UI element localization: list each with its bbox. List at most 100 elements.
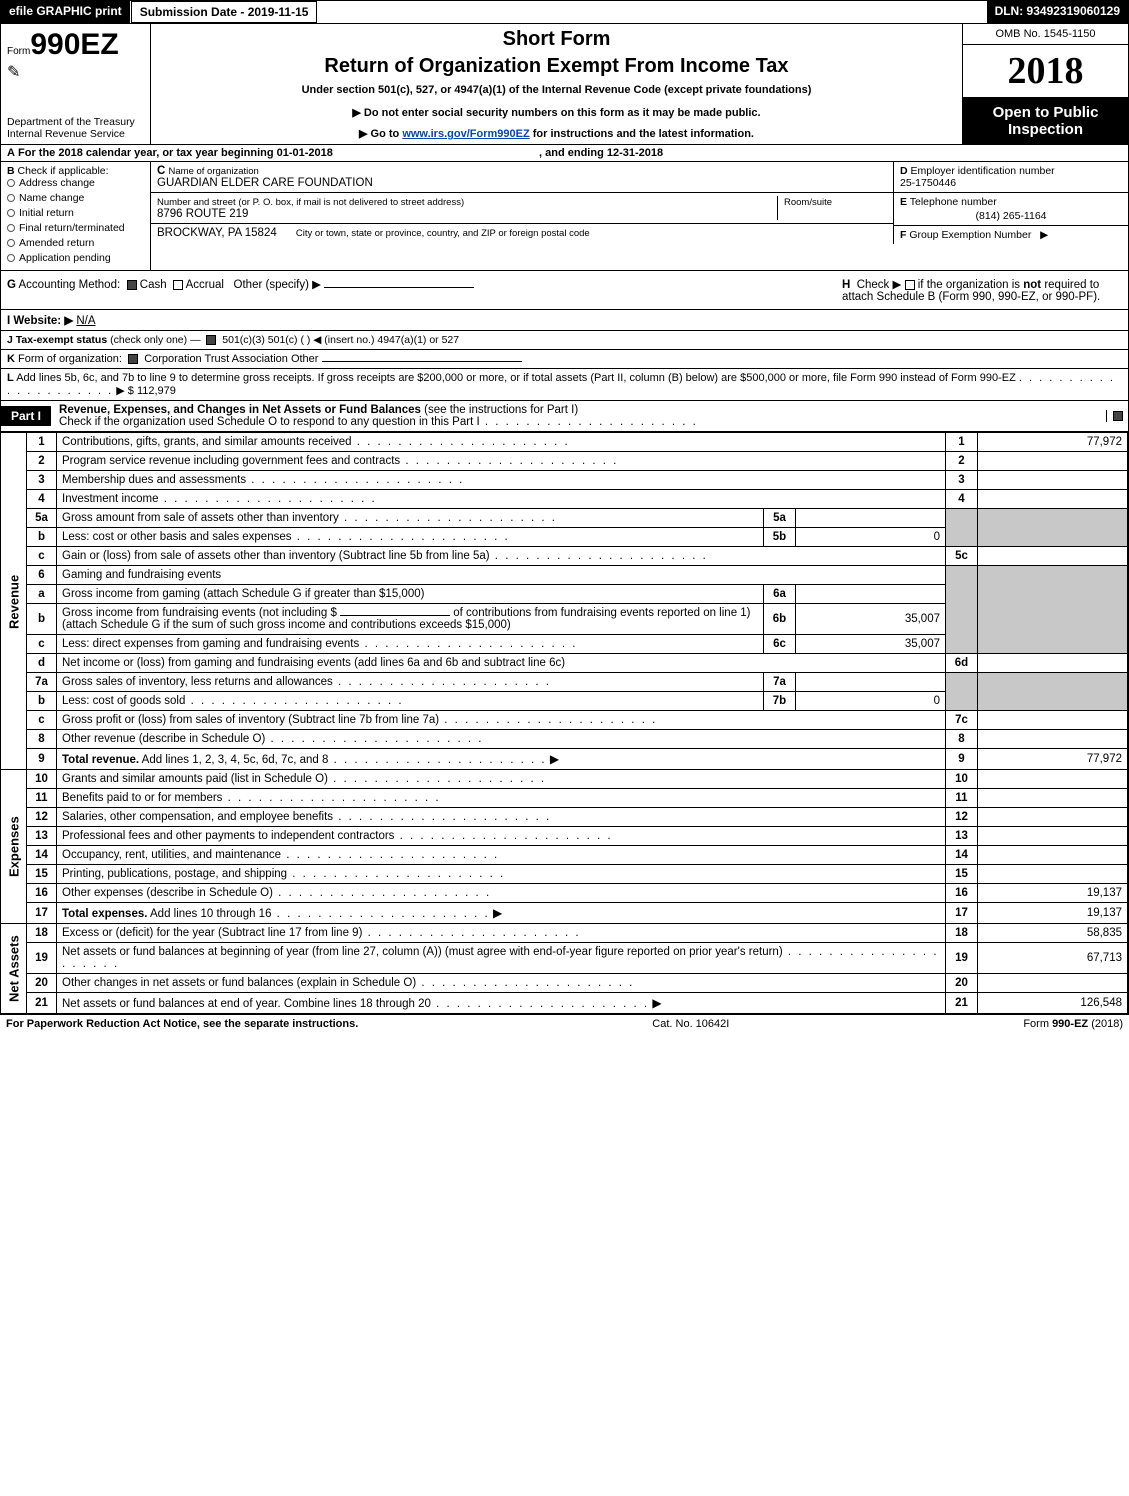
section-f: F Group Exemption Number ▶ [893,226,1128,244]
submission-date: Submission Date - 2019-11-15 [131,1,318,23]
line-4: 4 Investment income 4 [1,490,1128,509]
form-number: 990EZ [30,28,118,61]
line-14: 14 Occupancy, rent, utilities, and maint… [1,846,1128,865]
line-5a: 5a Gross amount from sale of assets othe… [1,509,1128,528]
b-label: B [7,165,15,177]
checkbox-icon[interactable] [173,280,183,290]
checkbox-icon[interactable] [7,239,15,247]
line-7c: c Gross profit or (loss) from sales of i… [1,711,1128,730]
line-a-text1: For the 2018 calendar year, or tax year … [18,147,333,159]
e-text: Telephone number [910,196,997,208]
header-left: Form990EZ ✎ Department of the Treasury I… [1,24,151,144]
goto-link-row: ▶ Go to www.irs.gov/Form990EZ for instru… [159,127,954,140]
city-label: City or town, state or province, country… [296,228,590,239]
return-title: Return of Organization Exempt From Incom… [159,55,954,78]
line-a-text2: , and ending 12-31-2018 [539,147,663,159]
section-b: B Check if applicable: Address change Na… [1,162,151,270]
line-16: 16 Other expenses (describe in Schedule … [1,884,1128,903]
f-label: F [900,229,906,241]
l-amount-prefix: ▶ $ [116,385,137,397]
form-prefix: Form [7,46,30,57]
e-label: E [900,196,907,208]
page-footer: For Paperwork Reduction Act Notice, see … [0,1015,1129,1033]
line-3: 3 Membership dues and assessments 3 [1,471,1128,490]
part1-check[interactable] [1106,410,1128,422]
topbar-left: efile GRAPHIC print Submission Date - 20… [1,1,317,23]
netassets-side-label: Net Assets [1,924,27,1014]
b-item-3: Final return/terminated [19,222,125,234]
checkbox-icon[interactable] [127,280,137,290]
j-text: Tax-exempt status [16,334,107,346]
line-15: 15 Printing, publications, postage, and … [1,865,1128,884]
checkbox-icon[interactable] [7,224,15,232]
phone-value: (814) 265-1164 [900,210,1122,222]
row-k: K Form of organization: Corporation Trus… [0,350,1129,369]
row-gh: G Accounting Method: Cash Accrual Other … [0,271,1129,310]
h-text1: Check ▶ [857,279,902,291]
line-6d: d Net income or (loss) from gaming and f… [1,654,1128,673]
i-text: Website: ▶ [13,315,73,327]
section-d: D Employer identification number 25-1750… [893,162,1128,193]
k-label: K [7,353,15,365]
checkbox-icon[interactable] [7,254,15,262]
do-not-enter: ▶ Do not enter social security numbers o… [159,106,954,119]
j-opts: 501(c)(3) 501(c) ( ) ◀ (insert no.) 4947… [222,334,459,346]
j-label: J [7,334,13,346]
l-text: Add lines 5b, 6c, and 7b to line 9 to de… [16,372,1016,384]
goto-suffix: for instructions and the latest informat… [530,128,754,140]
k-text: Form of organization: [18,353,122,365]
short-form-title: Short Form [159,28,954,51]
section-def: D Employer identification number 25-1750… [893,162,1128,270]
addr-label: Number and street (or P. O. box, if mail… [157,197,464,208]
section-bcdef: B Check if applicable: Address change Na… [0,162,1129,271]
row-g: G Accounting Method: Cash Accrual Other … [7,277,474,303]
line-13: 13 Professional fees and other payments … [1,827,1128,846]
org-address: 8796 ROUTE 219 [157,208,248,220]
section-e: E Telephone number (814) 265-1164 [893,193,1128,226]
org-name: GUARDIAN ELDER CARE FOUNDATION [157,177,373,189]
checkbox-icon[interactable] [128,354,138,364]
part1-table: Revenue 1 Contributions, gifts, grants, … [0,432,1129,1015]
c-label: C [157,165,165,177]
header-center: Short Form Return of Organization Exempt… [151,24,963,144]
line-10: Expenses 10 Grants and similar amounts p… [1,770,1128,789]
line-a-label: A [7,147,15,159]
row-h: H Check ▶ if the organization is not req… [842,277,1122,303]
checkbox-icon[interactable] [905,280,915,290]
top-bar: efile GRAPHIC print Submission Date - 20… [0,0,1129,24]
line-11: 11 Benefits paid to or for members 11 [1,789,1128,808]
l-label: L [7,372,14,384]
b-item-4: Amended return [19,237,94,249]
form-header: Form990EZ ✎ Department of the Treasury I… [0,24,1129,145]
efile-print-button[interactable]: efile GRAPHIC print [1,1,131,23]
under-section: Under section 501(c), 527, or 4947(a)(1)… [159,84,954,96]
checkbox-icon[interactable] [7,209,15,217]
dept-irs: Internal Revenue Service [7,128,144,140]
part1-subtitle: Check if the organization used Schedule … [59,416,480,428]
line-8: 8 Other revenue (describe in Schedule O)… [1,730,1128,749]
j-small: (check only one) — [110,334,200,346]
g-label: G [7,279,16,291]
line-9: 9 Total revenue. Add lines 1, 2, 3, 4, 5… [1,749,1128,770]
website-value: N/A [76,315,95,327]
g-text: Accounting Method: [19,279,121,291]
d-label: D [900,165,908,177]
irs-link[interactable]: www.irs.gov/Form990EZ [402,128,529,140]
footer-center: Cat. No. 10642I [652,1018,729,1030]
dln-label: DLN: 93492319060129 [987,1,1128,23]
org-name-label: Name of organization [169,166,259,177]
line-5c: c Gain or (loss) from sale of assets oth… [1,547,1128,566]
part1-title: Revenue, Expenses, and Changes in Net As… [51,401,1106,431]
checkbox-icon[interactable] [7,179,15,187]
header-right: OMB No. 1545-1150 2018 Open to Public In… [963,24,1128,144]
k-opts: Corporation Trust Association Other [144,353,318,365]
h-label: H [842,279,850,291]
checkbox-icon[interactable] [7,194,15,202]
checkbox-icon[interactable] [206,335,216,345]
footer-left: For Paperwork Reduction Act Notice, see … [6,1018,358,1030]
g-cash: Cash [140,279,167,291]
expenses-side-label: Expenses [1,770,27,924]
part1-header: Part I Revenue, Expenses, and Changes in… [0,401,1129,432]
line-6: 6 Gaming and fundraising events [1,566,1128,585]
org-city: BROCKWAY, PA 15824 [157,227,277,239]
